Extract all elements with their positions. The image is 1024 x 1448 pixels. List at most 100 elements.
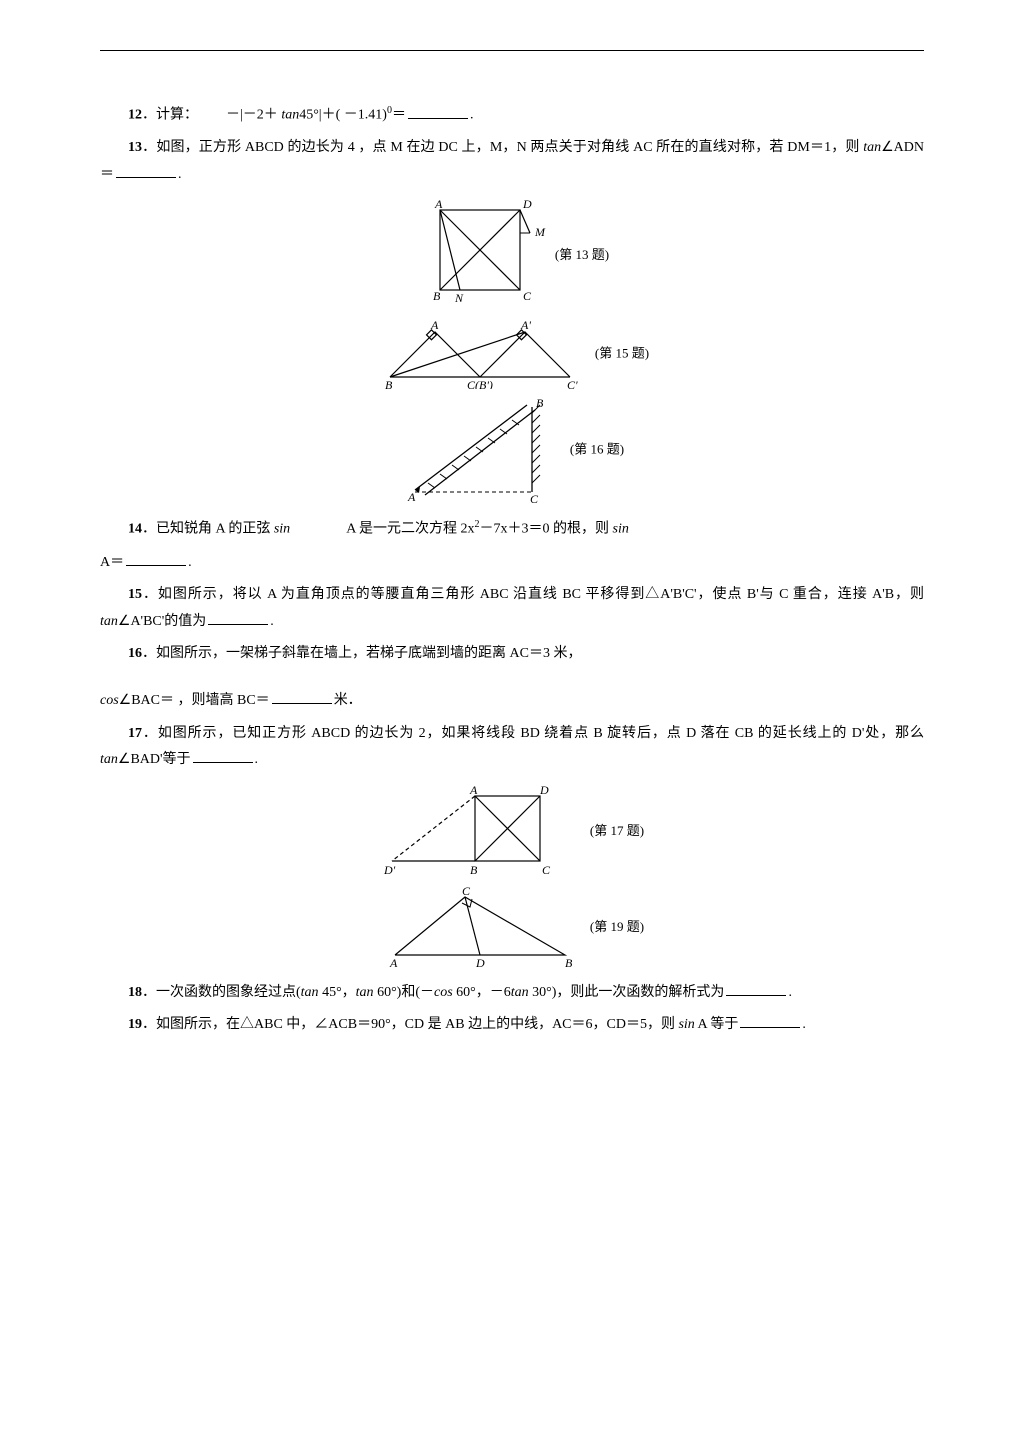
fig19-svg: C A D B [380,885,590,970]
q16-unit: 米． [334,693,362,708]
q19-sin: sin [678,1017,694,1032]
svg-text:M: M [534,225,546,239]
q17-a: 如图所示，已知正方形 ABCD 的边长为 2，如果将线段 BD 绕着点 B 旋转… [158,726,924,741]
svg-text:A': A' [520,319,531,332]
svg-text:B: B [433,289,441,303]
question-16: 16．如图所示，一架梯子斜靠在墙上，若梯子底端到墙的距离 AC＝3 米， [100,641,924,668]
q18-a: 一次函数的图象经过点( [156,985,301,1000]
question-13: 13．如图，正方形 ABCD 的边长为 4 ，点 M 在边 DC 上，M，N 两… [100,135,924,188]
q15-period: . [270,614,274,629]
q16-blank [272,689,332,704]
q15-blank [208,610,268,625]
figure-15: A A' B C(B') C' (第 15 题) [100,319,924,389]
q19-period: . [802,1017,806,1032]
svg-text:B: B [470,863,478,877]
q14-num: 14 [128,522,142,537]
q17-blank [193,748,253,763]
svg-text:C: C [523,289,532,303]
q14-sin2: sin [613,522,629,537]
q12-c: 45°|＋( [299,108,340,123]
q15-num: 15 [128,587,142,602]
q18-a4: 30°)，则此一次函数的解析式为 [529,985,725,1000]
q18-cos: cos [434,985,453,1000]
q18-tan3: tan [511,985,529,1000]
svg-text:B: B [536,396,544,410]
q12-f: ＝ [392,108,406,123]
q18-tan2: tan [356,985,374,1000]
figure-block-2: A D B C D' (第 17 题) C A D B (第 19 题) [100,784,924,970]
svg-text:B: B [385,378,393,389]
svg-text:D: D [539,784,549,797]
q17-num: 17 [128,726,142,741]
svg-text:D': D' [383,863,396,877]
q12-label: 计算： [156,108,198,123]
q12-d: －1.41) [344,108,387,123]
question-19: 19．如图所示，在△ABC 中，∠ACB＝90°，CD 是 AB 边上的中线，A… [100,1012,924,1039]
q14-sin: sin [274,522,290,537]
question-15: 15．如图所示，将以 A 为直角顶点的等腰直角三角形 ABC 沿直线 BC 平移… [100,582,924,635]
fig13-svg: A D B C M N [415,198,555,313]
fig19-caption: (第 19 题) [590,919,644,934]
q19-num: 19 [128,1017,142,1032]
q12-a: －|－2＋ [226,108,278,123]
q12-num: 12 [128,108,142,123]
q18-a1: 45°， [319,985,356,1000]
top-rule [100,50,924,51]
fig17-caption: (第 17 题) [590,823,644,838]
svg-text:D: D [475,956,485,970]
svg-text:A: A [434,198,443,211]
q12-tan: tan [281,108,299,123]
q13-a: 如图，正方形 ABCD 的边长为 4 ，点 M 在边 DC 上，M，N 两点关于… [156,140,863,155]
q17-period: . [255,752,259,767]
q13-period: . [178,167,182,182]
question-14: 14．已知锐角 A 的正弦 sin A 是一元二次方程 2x2－7x＋3＝0 的… [100,515,924,543]
question-14b: A＝. [100,550,924,577]
q12-blank [408,104,468,119]
fig16-caption: (第 16 题) [570,442,624,457]
figure-19: C A D B (第 19 题) [100,885,924,970]
svg-text:B: B [565,956,573,970]
svg-text:C: C [462,885,471,898]
q18-a2: 60°)和(－ [374,985,434,1000]
svg-text:A: A [407,490,416,504]
fig17-svg: A D B C D' [380,784,590,879]
q18-period: . [788,985,792,1000]
q13-blank [116,163,176,178]
q16-cos: cos [100,693,119,708]
question-17: 17．如图所示，已知正方形 ABCD 的边长为 2，如果将线段 BD 绕着点 B… [100,721,924,774]
figure-17: A D B C D' (第 17 题) [100,784,924,879]
svg-text:C: C [530,492,539,505]
q14-blank [126,551,186,566]
q17-angle: ∠BAD'等于 [118,752,191,767]
q18-num: 18 [128,985,142,1000]
q15-a: 如图所示，将以 A 为直角顶点的等腰直角三角形 ABC 沿直线 BC 平移得到△… [158,587,924,602]
svg-text:A: A [389,956,398,970]
q13-tan: tan [863,140,881,155]
figure-block-1: A D B C M N (第 13 题) A A' B [100,198,924,505]
q18-tan1: tan [301,985,319,1000]
q17-tan: tan [100,752,118,767]
svg-text:A: A [430,319,439,332]
fig15-svg: A A' B C(B') C' [375,319,595,389]
q18-blank [726,981,786,996]
figure-16: B A C (第 16 题) [100,395,924,505]
q16-b: ∠BAC＝ ，则墙高 BC＝ [119,693,270,708]
q18-a3: 60°，－6 [453,985,511,1000]
svg-text:C': C' [567,378,578,389]
q19-a: 如图所示，在△ABC 中，∠ACB＝90°，CD 是 AB 边上的中线，AC＝6… [156,1017,678,1032]
q19-blank [740,1013,800,1028]
q14-a: 已知锐角 A 的正弦 [156,522,274,537]
question-16b: cos∠BAC＝ ，则墙高 BC＝ 米． [100,688,924,715]
q14-b: A 是一元二次方程 2x [346,522,474,537]
svg-text:C: C [542,863,551,877]
q14-d: A＝ [100,555,124,570]
question-18: 18．一次函数的图象经过点(tan 45°，tan 60°)和(－cos 60°… [100,980,924,1007]
q13-num: 13 [128,140,142,155]
svg-text:D: D [522,198,532,211]
figure-13: A D B C M N (第 13 题) [100,198,924,313]
q19-b: A 等于 [695,1017,739,1032]
fig13-caption: (第 13 题) [555,248,609,263]
q15-angle: ∠A'BC'的值为 [118,614,206,629]
question-12: 12．计算： －|－2＋ tan45°|＋( －1.41)0＝. [100,101,924,129]
q14-period: . [188,555,192,570]
